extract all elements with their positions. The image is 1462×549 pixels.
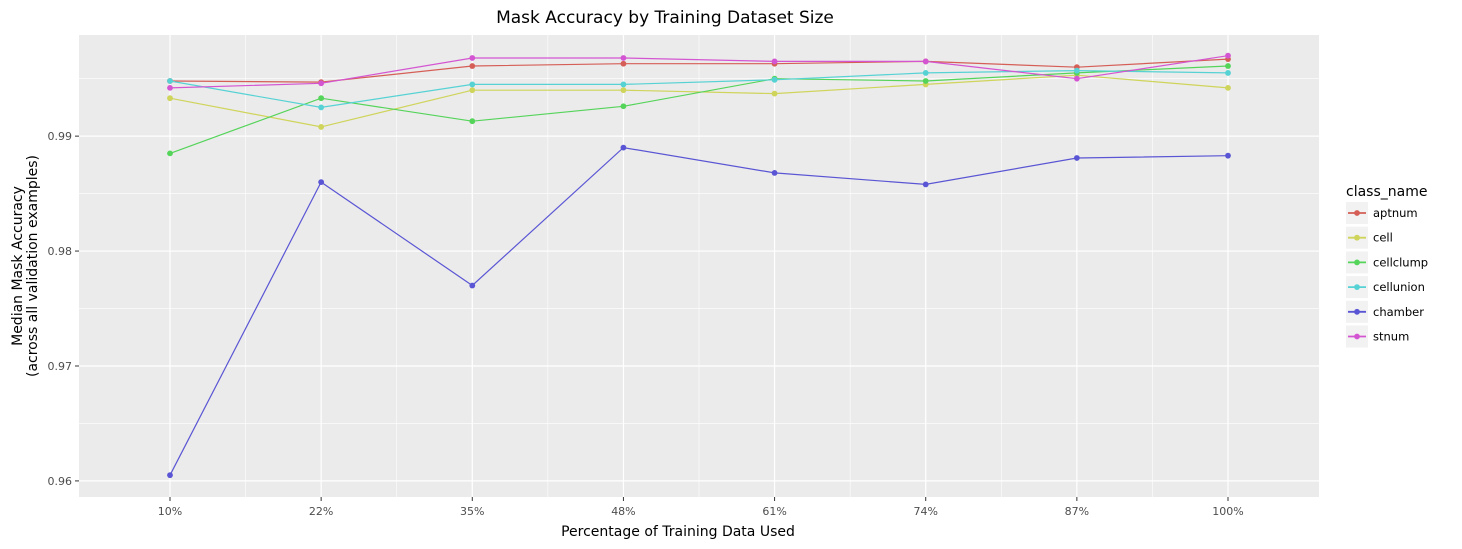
data-point-cellunion [469,81,476,88]
data-point-cell [1225,84,1231,91]
data-point-stnum [1073,75,1080,82]
data-point-cell [469,87,476,94]
legend-item-aptnum: aptnum [1346,202,1418,224]
data-point-cellclump [1225,63,1231,69]
data-point-cellunion [1225,70,1231,76]
data-point-cell [318,124,325,130]
x-axis-title: Percentage of Training Data Used [561,524,795,540]
legend-item-cell: cell [1346,226,1393,249]
x-tick-label: 48% [611,505,635,518]
legend-label: stnum [1373,330,1409,344]
data-point-stnum [167,84,173,91]
legend-key-point [1354,284,1360,290]
x-tick-label: 74% [913,505,937,518]
x-tick-label: 87% [1065,505,1089,518]
legend-item-stnum: stnum [1346,325,1409,348]
legend-label: aptnum [1373,206,1418,220]
legend-label: cell [1373,231,1393,245]
y-axis-title-line-1: Median Mask Accuracy [10,186,26,346]
data-point-aptnum [620,60,627,67]
data-point-cellunion [1073,67,1080,74]
legend-key-point [1354,308,1360,315]
data-point-cellclump [167,150,173,157]
data-point-cell [771,90,778,97]
data-point-chamber [167,472,173,479]
legend-item-cellunion: cellunion [1346,276,1425,299]
data-point-cellclump [469,118,476,125]
series-stnum [167,52,1231,91]
minor-gridlines [79,35,1319,497]
legend-title: class_name [1346,184,1427,200]
x-tick-label: 35% [460,505,484,518]
y-tick-label: 0.99 [48,130,73,143]
series-line-cellclump [169,65,1229,154]
x-tick-label: 100% [1212,505,1243,518]
data-point-chamber [1073,155,1080,161]
legend-label: chamber [1373,305,1424,319]
data-point-stnum [318,80,325,87]
chart-title: Mask Accuracy by Training Dataset Size [496,8,834,28]
series-line-chamber [169,146,1229,476]
data-point-cell [167,95,173,102]
data-point-chamber [318,179,325,186]
series-chamber [167,144,1231,479]
y-axis-title: Median Mask Accuracy (across all validat… [10,155,41,377]
data-point-cellclump [922,78,929,84]
data-point-cellunion [318,104,325,111]
series-layer [167,52,1231,479]
data-point-chamber [922,181,929,188]
y-tick-label: 0.96 [48,475,73,488]
legend-key-point [1354,333,1360,340]
y-tick-label: 0.97 [48,360,73,373]
data-point-cellunion [620,81,627,88]
data-point-chamber [620,144,627,151]
data-point-chamber [469,282,476,289]
data-point-cellclump [620,103,627,110]
x-tick-label: 61% [762,505,786,518]
data-point-stnum [469,55,476,61]
data-point-chamber [771,170,778,176]
series-line-stnum [169,55,1229,89]
series-line-cellunion [169,69,1229,109]
data-point-cellunion [167,78,173,84]
y-axis: 0.96 0.97 0.98 0.99 [48,130,79,488]
data-point-cell [620,87,627,94]
legend-key-point [1354,234,1360,241]
legend-label: cellclump [1373,255,1428,269]
legend-item-cellclump: cellclump [1346,251,1428,274]
data-point-chamber [1225,152,1231,159]
data-point-aptnum [469,63,476,69]
data-point-stnum [1225,52,1231,59]
x-tick-label: 22% [309,505,333,518]
y-axis-title-line-2: (across all validation examples) [25,155,41,377]
data-point-stnum [620,55,627,61]
legend-key-point [1354,259,1360,266]
data-point-stnum [922,58,929,65]
series-cellclump [167,63,1231,157]
data-point-cellunion [922,70,929,76]
data-point-cellclump [318,95,325,102]
legend-key-point [1354,210,1360,216]
x-tick-label: 10% [158,505,182,518]
y-tick-label: 0.98 [48,245,73,258]
legend-item-chamber: chamber [1346,300,1424,323]
legend-label: cellunion [1373,280,1425,294]
data-point-cellunion [771,76,778,83]
data-point-stnum [771,58,778,65]
x-axis: 10% 22% 35% 48% 61% 74% 87% 100% [158,497,1244,518]
series-cellunion [167,67,1231,111]
legend: class_name aptnum cell cellclump cellunion c… [1346,184,1428,348]
